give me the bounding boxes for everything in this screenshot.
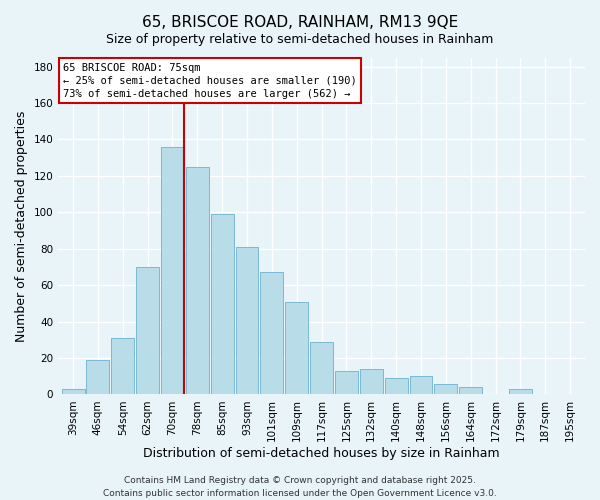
Bar [410,376,433,394]
Bar [385,378,407,394]
Text: 65 BRISCOE ROAD: 75sqm
← 25% of semi-detached houses are smaller (190)
73% of se: 65 BRISCOE ROAD: 75sqm ← 25% of semi-det… [64,62,357,99]
Text: Contains HM Land Registry data © Crown copyright and database right 2025.
Contai: Contains HM Land Registry data © Crown c… [103,476,497,498]
Bar [112,338,134,394]
Bar [86,360,109,394]
Bar [335,371,358,394]
Text: 65, BRISCOE ROAD, RAINHAM, RM13 9QE: 65, BRISCOE ROAD, RAINHAM, RM13 9QE [142,15,458,30]
Bar [211,214,233,394]
Bar [310,342,333,394]
Y-axis label: Number of semi-detached properties: Number of semi-detached properties [15,110,28,342]
Bar [509,389,532,394]
Bar [62,389,85,394]
Bar [260,272,283,394]
X-axis label: Distribution of semi-detached houses by size in Rainham: Distribution of semi-detached houses by … [143,447,500,460]
Text: Size of property relative to semi-detached houses in Rainham: Size of property relative to semi-detach… [106,32,494,46]
Bar [434,384,457,394]
Bar [236,247,259,394]
Bar [161,146,184,394]
Bar [459,387,482,394]
Bar [360,369,383,394]
Bar [286,302,308,394]
Bar [136,267,159,394]
Bar [186,167,209,394]
